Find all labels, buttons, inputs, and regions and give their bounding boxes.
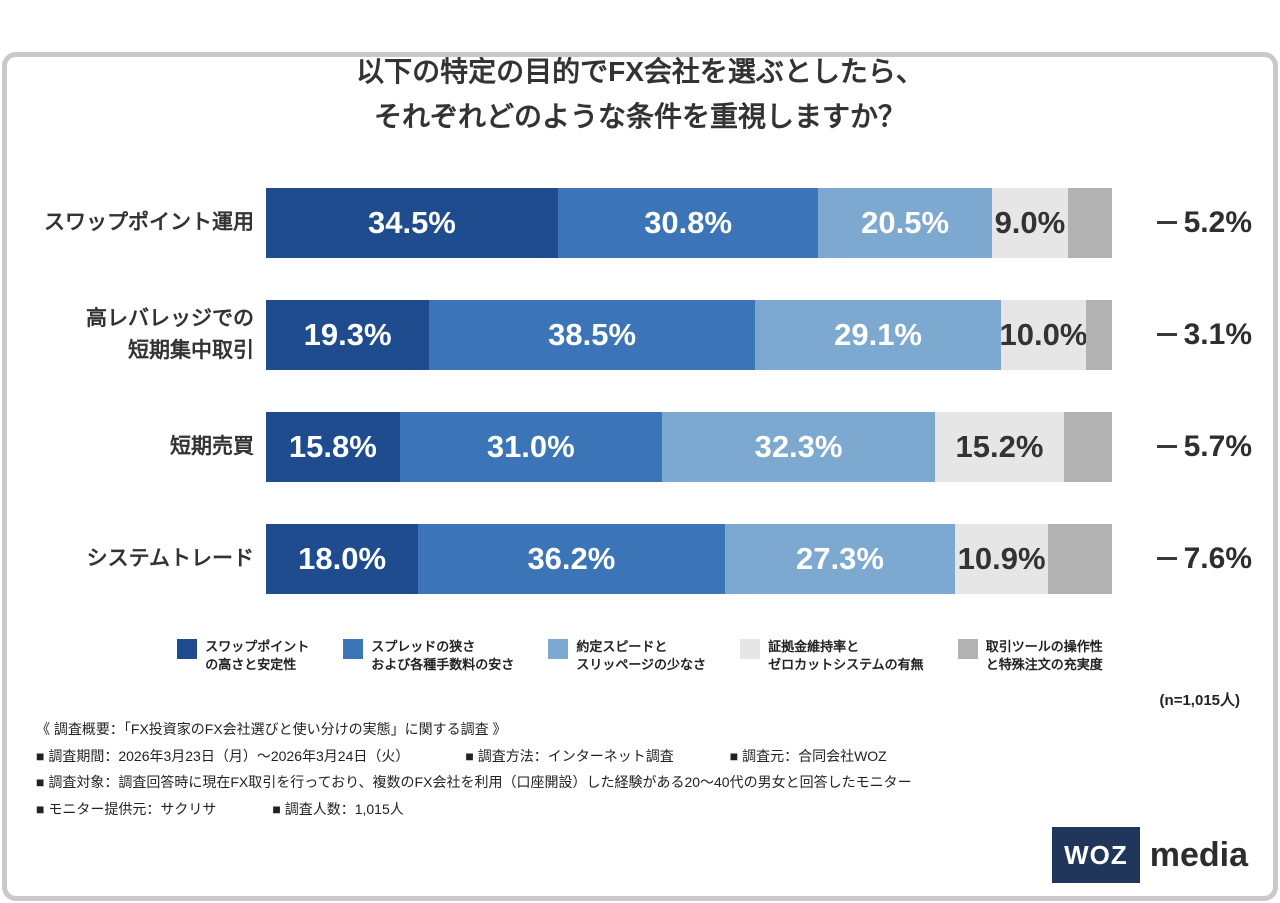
survey-overview: 《 調査概要：「FX投資家のFX会社選びと使い分けの実態」に関する調査 》 ■ … <box>0 716 1076 822</box>
outside-value-group: 5.2% <box>1112 206 1280 240</box>
segment-value: 15.8% <box>288 428 377 464</box>
segment-value: 18.0% <box>298 540 387 576</box>
legend-swatch <box>957 638 978 659</box>
leader-line <box>1156 557 1177 561</box>
survey-period: ■ 調査期間：2026年3月23日（月）〜2026年3月24日（火） <box>36 747 410 764</box>
survey-method: ■ 調査方法：インターネット調査 <box>465 747 674 764</box>
stacked-bar: 19.3% 38.5% 29.1% 10.0% <box>266 299 1112 370</box>
bar-segment: 31.0% <box>399 411 662 482</box>
segment-value: 10.9% <box>957 540 1046 576</box>
bar-row: システムトレード 18.0% 36.2% 27.3% 10.9% 7.6% <box>26 523 1280 594</box>
bar-segment: 30.8% <box>557 187 819 258</box>
outside-value: 5.7% <box>1183 429 1252 463</box>
segment-value: 31.0% <box>486 428 575 464</box>
woz-logo-box: WOZ <box>1052 827 1140 883</box>
segment-value: 27.3% <box>796 540 884 576</box>
bar-segment: 29.1% <box>754 299 1002 370</box>
bar-segment: 27.3% <box>724 523 956 594</box>
category-label: システムトレード <box>86 546 254 570</box>
outside-value: 3.1% <box>1183 317 1252 351</box>
bar-segment: 9.0% <box>991 187 1068 258</box>
legend-label: 取引ツールの操作性 と特殊注文の充実度 <box>985 638 1103 673</box>
outside-value: 7.6% <box>1183 541 1252 575</box>
bar-segment: 38.5% <box>429 299 755 370</box>
legend-label: スプレッドの狭さ および各種手数料の安さ <box>371 638 515 673</box>
bar-segment: 10.9% <box>955 523 1048 594</box>
legend: スワップポイント の高さと安定性 スプレッドの狭さ および各種手数料の安さ 約定スピ… <box>0 638 1280 676</box>
bar-segment: 36.2% <box>418 523 725 594</box>
bar-segment: 10.0% <box>999 299 1088 370</box>
segment-value: 32.3% <box>754 428 843 464</box>
bar-segment: 20.5% <box>818 187 992 258</box>
legend-item: スプレッドの狭さ および各種手数料の安さ <box>343 638 514 676</box>
bar-segment <box>1085 299 1112 370</box>
category-label: スワップポイント運用 <box>44 210 254 234</box>
survey-respondents: ■ 調査人数：1,015人 <box>272 801 404 818</box>
bar-segment: 19.3% <box>266 299 430 370</box>
legend-label: スワップポイント の高さと安定性 <box>205 638 310 673</box>
survey-monitor-provider: ■ モニター提供元：サクリサ <box>36 801 217 818</box>
survey-line2: ■ 調査対象：調査回答時に現在FX取引を行っており、複数のFX会社を利用（口座開… <box>36 774 912 791</box>
bar-row: 高レバレッジでの 短期集中取引 19.3% 38.5% 29.1% 10.0% 3.1% <box>26 299 1280 370</box>
legend-swatch <box>177 638 198 659</box>
survey-source: ■ 調査元：合同会社WOZ <box>729 747 887 764</box>
legend-label: 証拠金維持率と ゼロカットシステムの有無 <box>768 638 924 673</box>
leader-line <box>1156 445 1177 449</box>
segment-value: 20.5% <box>861 204 950 240</box>
bar-segment <box>1067 187 1112 258</box>
leader-line <box>1156 333 1177 337</box>
survey-line3: ■ モニター提供元：サクリサ ■ 調査人数：1,015人 <box>36 796 1076 823</box>
bar-segment: 15.8% <box>266 411 400 482</box>
outside-value-group: 5.7% <box>1112 430 1280 464</box>
chart-title-line2: それぞれどのような条件を重視しますか？ <box>373 100 906 132</box>
bar-row: 短期売買 15.8% 31.0% 32.3% 15.2% 5.7% <box>26 411 1280 482</box>
stacked-bar: 18.0% 36.2% 27.3% 10.9% <box>266 523 1112 594</box>
bar-segment <box>1047 523 1112 594</box>
segment-value: 15.2% <box>955 428 1044 464</box>
legend-swatch <box>740 638 761 659</box>
outside-value-group: 3.1% <box>1112 318 1280 352</box>
sample-size-note: (n=1,015人) <box>1159 692 1240 710</box>
legend-item: 証拠金維持率と ゼロカットシステムの有無 <box>740 638 924 676</box>
stacked-bar: 15.8% 31.0% 32.3% 15.2% <box>266 411 1112 482</box>
category-label: 短期売買 <box>170 434 254 458</box>
category-label: 高レバレッジでの 短期集中取引 <box>86 307 254 362</box>
legend-swatch <box>548 638 569 659</box>
legend-item: スワップポイント の高さと安定性 <box>177 638 309 676</box>
woz-media-logo: WOZ media <box>1052 827 1248 883</box>
outside-value: 5.2% <box>1183 205 1252 239</box>
woz-logo-suffix: media <box>1149 835 1248 874</box>
segment-value: 38.5% <box>548 316 637 352</box>
legend-item: 取引ツールの操作性 と特殊注文の充実度 <box>957 638 1103 676</box>
stacked-bar: 34.5% 30.8% 20.5% 9.0% <box>266 187 1112 258</box>
legend-item: 約定スピードと スリッページの少なさ <box>548 638 706 676</box>
segment-value: 30.8% <box>644 204 733 240</box>
leader-line <box>1156 221 1177 225</box>
segment-value: 34.5% <box>367 204 456 240</box>
survey-heading: 《 調査概要：「FX投資家のFX会社選びと使い分けの実態」に関する調査 》 <box>36 721 507 738</box>
chart-title-line1: 以下の特定の目的でFX会社を選ぶとしたら、 <box>356 56 924 87</box>
stacked-bar-chart: スワップポイント運用 34.5% 30.8% 20.5% 9.0% 5.2% 高レバレッジで… <box>0 187 1280 594</box>
chart-title: 以下の特定の目的でFX会社を選ぶとしたら、 それぞれどのような条件を重視しますか… <box>0 50 1280 140</box>
segment-value: 9.0% <box>994 204 1066 240</box>
bar-segment <box>1063 411 1112 482</box>
segment-value: 10.0% <box>999 316 1088 352</box>
bar-segment: 18.0% <box>266 523 419 594</box>
bar-segment: 34.5% <box>266 187 558 258</box>
legend-label: 約定スピードと スリッページの少なさ <box>576 638 707 673</box>
survey-line1: ■ 調査期間：2026年3月23日（月）〜2026年3月24日（火） ■ 調査方法… <box>36 743 1076 770</box>
bar-segment: 32.3% <box>661 411 936 482</box>
outside-value-group: 7.6% <box>1112 542 1280 576</box>
segment-value: 19.3% <box>303 316 392 352</box>
segment-value: 36.2% <box>527 540 616 576</box>
legend-swatch <box>343 638 364 659</box>
segment-value: 29.1% <box>834 316 922 352</box>
bar-row: スワップポイント運用 34.5% 30.8% 20.5% 9.0% 5.2% <box>26 187 1280 258</box>
bar-segment: 15.2% <box>935 411 1064 482</box>
